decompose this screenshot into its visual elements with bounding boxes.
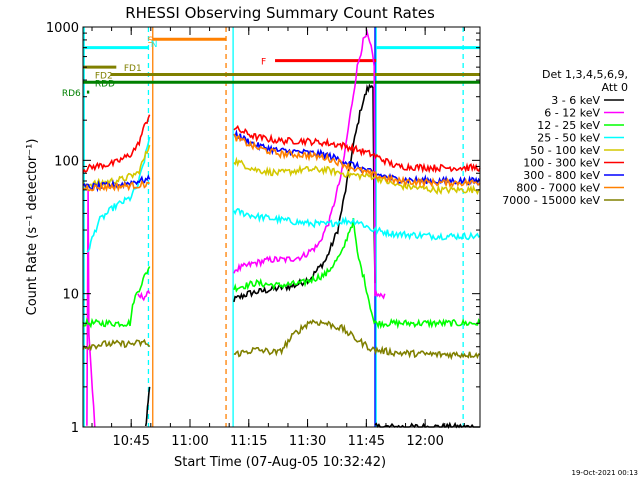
series-line-8-1 [233, 319, 481, 361]
series-line-1-0 [86, 189, 96, 428]
series-line-6-0 [82, 174, 151, 193]
series-line-5-1 [233, 124, 481, 174]
legend-label-8: 7000 - 15000 keV [502, 194, 600, 207]
legend-header-1: Att 0 [602, 81, 628, 94]
y-tick-label-3: 1000 [46, 21, 79, 36]
series-line-8-0 [82, 338, 151, 352]
series-line-1-1 [137, 289, 151, 302]
x-tick-label-1: 11:00 [171, 434, 208, 449]
x-tick-label-5: 12:00 [406, 434, 443, 449]
series-line-4-0 [82, 144, 151, 190]
y-axis: 1 10 100 1000 [46, 21, 480, 436]
flag-label-fd2: FD2 [95, 72, 113, 82]
legend-label-7: 800 - 7000 keV [516, 182, 600, 195]
series-line-4-1 [233, 156, 481, 196]
series-line-5-0 [82, 114, 151, 173]
legend-header-0: Det 1,3,4,5,6,9, [542, 68, 628, 81]
legend-label-6: 300 - 800 keV [523, 169, 600, 182]
series-line-1-2 [233, 28, 386, 300]
flag-label-s: S [148, 36, 154, 46]
series-line-0-1 [233, 83, 376, 303]
x-tick-label-3: 11:30 [289, 434, 326, 449]
x-axis-label: Start Time (07-Aug-05 10:32:42) [174, 455, 386, 470]
series-line-7-1 [233, 133, 481, 189]
y-tick-label-1: 10 [62, 288, 79, 303]
series-line-0-0 [144, 386, 151, 427]
legend-label-2: 12 - 25 keV [537, 119, 600, 132]
x-tick-label-0: 10:45 [112, 434, 149, 449]
legend-label-5: 100 - 300 keV [523, 157, 600, 170]
x-tick-label-4: 11:45 [348, 434, 385, 449]
flag-label-fd1: FD1 [124, 64, 142, 74]
chart-title: RHESSI Observing Summary Count Rates [125, 4, 435, 22]
x-tick-label-2: 11:15 [230, 434, 267, 449]
series-line-7-0 [82, 179, 150, 193]
legend-label-0: 3 - 6 keV [551, 94, 600, 107]
flag-label-rdd: RDD [95, 79, 115, 89]
series-line-2-0 [82, 266, 151, 329]
flag-label-f: F [261, 58, 266, 68]
y-tick-label-0: 1 [71, 421, 79, 436]
y-tick-label-2: 100 [54, 154, 79, 169]
legend-label-1: 6 - 12 keV [544, 107, 600, 120]
y-axis-label: Count Rate (s⁻¹ detector⁻¹) [25, 139, 40, 316]
series-line-3-0 [86, 136, 151, 253]
x-axis: 10:45 11:00 11:15 11:30 11:45 12:00 [91, 27, 465, 449]
plot-frame [82, 26, 481, 428]
series-line-3-1 [233, 208, 481, 242]
legend-label-3: 25 - 50 keV [537, 132, 600, 145]
flag-label-rd6: RD6 [62, 89, 81, 99]
series-line-2-1 [233, 217, 481, 330]
flag-label-n: N [151, 40, 158, 50]
timestamp-footer: 19-Oct-2021 00:13 [572, 469, 638, 477]
legend-label-4: 50 - 100 keV [530, 144, 600, 157]
